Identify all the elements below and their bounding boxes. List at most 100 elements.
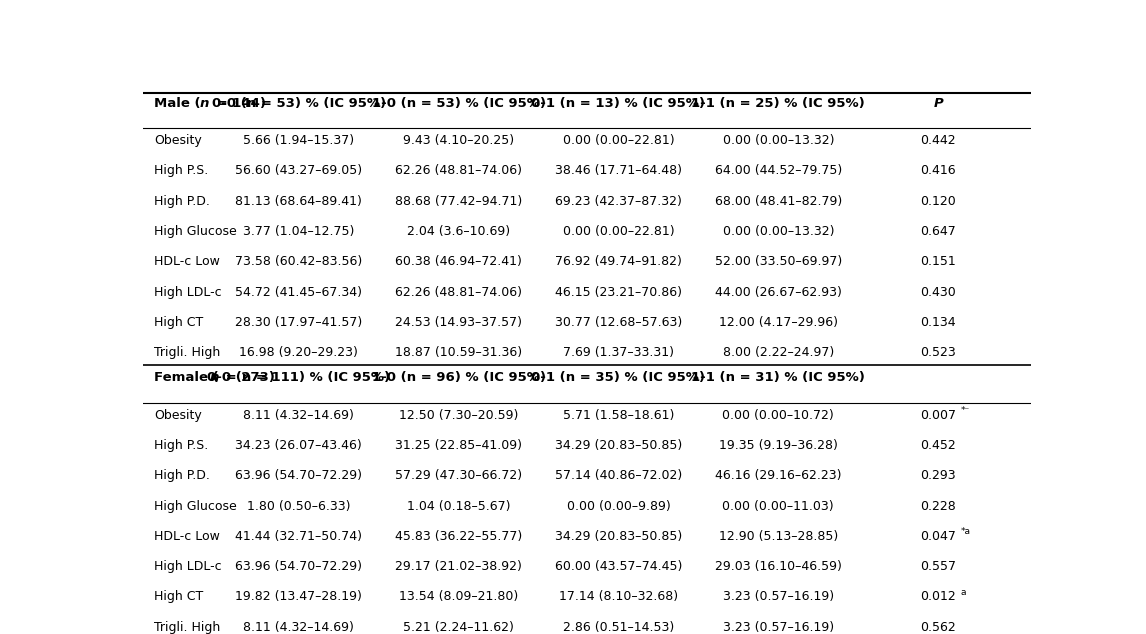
Text: *⁻: *⁻ xyxy=(960,406,970,415)
Text: 0.452: 0.452 xyxy=(920,439,956,452)
Text: 46.15 (23.21–70.86): 46.15 (23.21–70.86) xyxy=(555,285,682,299)
Text: 28.30 (17.97–41.57): 28.30 (17.97–41.57) xyxy=(235,316,362,329)
Text: 5.71 (1.58–18.61): 5.71 (1.58–18.61) xyxy=(563,409,674,422)
Text: 17.14 (8.10–32.68): 17.14 (8.10–32.68) xyxy=(559,590,678,604)
Text: 16.98 (9.20–29.23): 16.98 (9.20–29.23) xyxy=(240,346,358,359)
Text: High Glucose: High Glucose xyxy=(154,225,237,238)
Text: 12.00 (4.17–29.96): 12.00 (4.17–29.96) xyxy=(719,316,838,329)
Text: 45.83 (36.22–55.77): 45.83 (36.22–55.77) xyxy=(395,530,523,543)
Text: 0.00 (0.00–10.72): 0.00 (0.00–10.72) xyxy=(722,409,834,422)
Text: 2.86 (0.51–14.53): 2.86 (0.51–14.53) xyxy=(563,621,674,633)
Text: 3.77 (1.04–12.75): 3.77 (1.04–12.75) xyxy=(243,225,354,238)
Text: 34.23 (26.07–43.46): 34.23 (26.07–43.46) xyxy=(235,439,362,452)
Text: 29.17 (21.02–38.92): 29.17 (21.02–38.92) xyxy=(395,560,521,573)
Text: 0.012: 0.012 xyxy=(920,590,956,604)
Text: High P.S.: High P.S. xyxy=(154,439,209,452)
Text: 0.442: 0.442 xyxy=(920,134,956,147)
Text: Trigli. High: Trigli. High xyxy=(154,346,220,359)
Text: High Glucose: High Glucose xyxy=(154,500,237,512)
Text: 1-1 (n = 25) % (IC 95%): 1-1 (n = 25) % (IC 95%) xyxy=(691,96,865,110)
Text: 52.00 (33.50–69.97): 52.00 (33.50–69.97) xyxy=(715,256,842,268)
Text: 0.562: 0.562 xyxy=(920,621,956,633)
Text: 2.04 (3.6–10.69): 2.04 (3.6–10.69) xyxy=(407,225,510,238)
Text: Obesity: Obesity xyxy=(154,134,202,147)
Text: 7.69 (1.37–33.31): 7.69 (1.37–33.31) xyxy=(563,346,674,359)
Text: 3.23 (0.57–16.19): 3.23 (0.57–16.19) xyxy=(723,621,834,633)
Text: 41.44 (32.71–50.74): 41.44 (32.71–50.74) xyxy=(235,530,362,543)
Text: Obesity: Obesity xyxy=(154,409,202,422)
Text: 1-0 (n = 96) % (IC 95%): 1-0 (n = 96) % (IC 95%) xyxy=(371,371,545,384)
Text: 60.00 (43.57–74.45): 60.00 (43.57–74.45) xyxy=(555,560,682,573)
Text: a: a xyxy=(960,588,966,597)
Text: 57.14 (40.86–72.02): 57.14 (40.86–72.02) xyxy=(555,469,682,482)
Text: *a: *a xyxy=(960,527,971,536)
Text: 0.00 (0.00–22.81): 0.00 (0.00–22.81) xyxy=(563,225,674,238)
Text: 0.047: 0.047 xyxy=(920,530,956,543)
Text: 0-1 (n = 35) % (IC 95%): 0-1 (n = 35) % (IC 95%) xyxy=(532,371,706,384)
Text: 0.293: 0.293 xyxy=(920,469,956,482)
Text: High LDL-c: High LDL-c xyxy=(154,285,221,299)
Text: HDL-c Low: HDL-c Low xyxy=(154,530,220,543)
Text: 0.00 (0.00–13.32): 0.00 (0.00–13.32) xyxy=(722,134,834,147)
Text: High LDL-c: High LDL-c xyxy=(154,560,221,573)
Text: 0.523: 0.523 xyxy=(920,346,956,359)
Text: 1-0 (n = 53) % (IC 95%): 1-0 (n = 53) % (IC 95%) xyxy=(371,96,545,110)
Text: 0.120: 0.120 xyxy=(920,195,956,208)
Text: 0.151: 0.151 xyxy=(920,256,956,268)
Text: 5.66 (1.94–15.37): 5.66 (1.94–15.37) xyxy=(243,134,354,147)
Text: 0.647: 0.647 xyxy=(920,225,956,238)
Text: 0-1 (n = 13) % (IC 95%): 0-1 (n = 13) % (IC 95%) xyxy=(532,96,706,110)
Text: 24.53 (14.93–37.57): 24.53 (14.93–37.57) xyxy=(395,316,523,329)
Text: n: n xyxy=(201,96,210,110)
Text: 0.134: 0.134 xyxy=(920,316,956,329)
Text: 63.96 (54.70–72.29): 63.96 (54.70–72.29) xyxy=(235,560,362,573)
Text: 0.00 (0.00–11.03): 0.00 (0.00–11.03) xyxy=(722,500,834,512)
Text: High P.D.: High P.D. xyxy=(154,195,210,208)
Text: 29.03 (16.10–46.59): 29.03 (16.10–46.59) xyxy=(715,560,841,573)
Text: High CT: High CT xyxy=(154,590,203,604)
Text: High P.S.: High P.S. xyxy=(154,164,209,178)
Text: 0.557: 0.557 xyxy=(920,560,956,573)
Text: 56.60 (43.27–69.05): 56.60 (43.27–69.05) xyxy=(235,164,362,178)
Text: 3.23 (0.57–16.19): 3.23 (0.57–16.19) xyxy=(723,590,834,604)
Text: 19.35 (9.19–36.28): 19.35 (9.19–36.28) xyxy=(719,439,838,452)
Text: 9.43 (4.10–20.25): 9.43 (4.10–20.25) xyxy=(403,134,515,147)
Text: 57.29 (47.30–66.72): 57.29 (47.30–66.72) xyxy=(395,469,523,482)
Text: P: P xyxy=(933,96,943,110)
Text: 12.50 (7.30–20.59): 12.50 (7.30–20.59) xyxy=(399,409,518,422)
Text: 68.00 (48.41–82.79): 68.00 (48.41–82.79) xyxy=(715,195,842,208)
Text: 0.228: 0.228 xyxy=(920,500,956,512)
Text: 38.46 (17.71–64.48): 38.46 (17.71–64.48) xyxy=(555,164,682,178)
Text: 5.21 (2.24–11.62): 5.21 (2.24–11.62) xyxy=(403,621,513,633)
Text: Female (: Female ( xyxy=(154,371,219,384)
Text: High P.D.: High P.D. xyxy=(154,469,210,482)
Text: 0.00 (0.00–22.81): 0.00 (0.00–22.81) xyxy=(563,134,674,147)
Text: 0-0 (n = 53) % (IC 95%): 0-0 (n = 53) % (IC 95%) xyxy=(212,96,386,110)
Text: 0.00 (0.00–13.32): 0.00 (0.00–13.32) xyxy=(722,225,834,238)
Text: High CT: High CT xyxy=(154,316,203,329)
Text: = 273): = 273) xyxy=(221,371,275,384)
Text: 0.00 (0.00–9.89): 0.00 (0.00–9.89) xyxy=(566,500,670,512)
Text: 69.23 (42.37–87.32): 69.23 (42.37–87.32) xyxy=(555,195,682,208)
Text: 34.29 (20.83–50.85): 34.29 (20.83–50.85) xyxy=(555,530,682,543)
Text: 18.87 (10.59–31.36): 18.87 (10.59–31.36) xyxy=(395,346,523,359)
Text: 63.96 (54.70–72.29): 63.96 (54.70–72.29) xyxy=(235,469,362,482)
Text: HDL-c Low: HDL-c Low xyxy=(154,256,220,268)
Text: 30.77 (12.68–57.63): 30.77 (12.68–57.63) xyxy=(555,316,682,329)
Text: 81.13 (68.64–89.41): 81.13 (68.64–89.41) xyxy=(235,195,362,208)
Text: 0.416: 0.416 xyxy=(920,164,956,178)
Text: 0-0 (n = 111) % (IC 95%): 0-0 (n = 111) % (IC 95%) xyxy=(207,371,391,384)
Text: 64.00 (44.52–79.75): 64.00 (44.52–79.75) xyxy=(715,164,842,178)
Text: 62.26 (48.81–74.06): 62.26 (48.81–74.06) xyxy=(395,285,523,299)
Text: 73.58 (60.42–83.56): 73.58 (60.42–83.56) xyxy=(235,256,362,268)
Text: 12.90 (5.13–28.85): 12.90 (5.13–28.85) xyxy=(719,530,838,543)
Text: 31.25 (22.85–41.09): 31.25 (22.85–41.09) xyxy=(395,439,523,452)
Text: 34.29 (20.83–50.85): 34.29 (20.83–50.85) xyxy=(555,439,682,452)
Text: 8.00 (2.22–24.97): 8.00 (2.22–24.97) xyxy=(723,346,834,359)
Text: Male (: Male ( xyxy=(154,96,201,110)
Text: 54.72 (41.45–67.34): 54.72 (41.45–67.34) xyxy=(235,285,362,299)
Text: 62.26 (48.81–74.06): 62.26 (48.81–74.06) xyxy=(395,164,523,178)
Text: 76.92 (49.74–91.82): 76.92 (49.74–91.82) xyxy=(555,256,682,268)
Text: 8.11 (4.32–14.69): 8.11 (4.32–14.69) xyxy=(243,621,354,633)
Text: 19.82 (13.47–28.19): 19.82 (13.47–28.19) xyxy=(235,590,362,604)
